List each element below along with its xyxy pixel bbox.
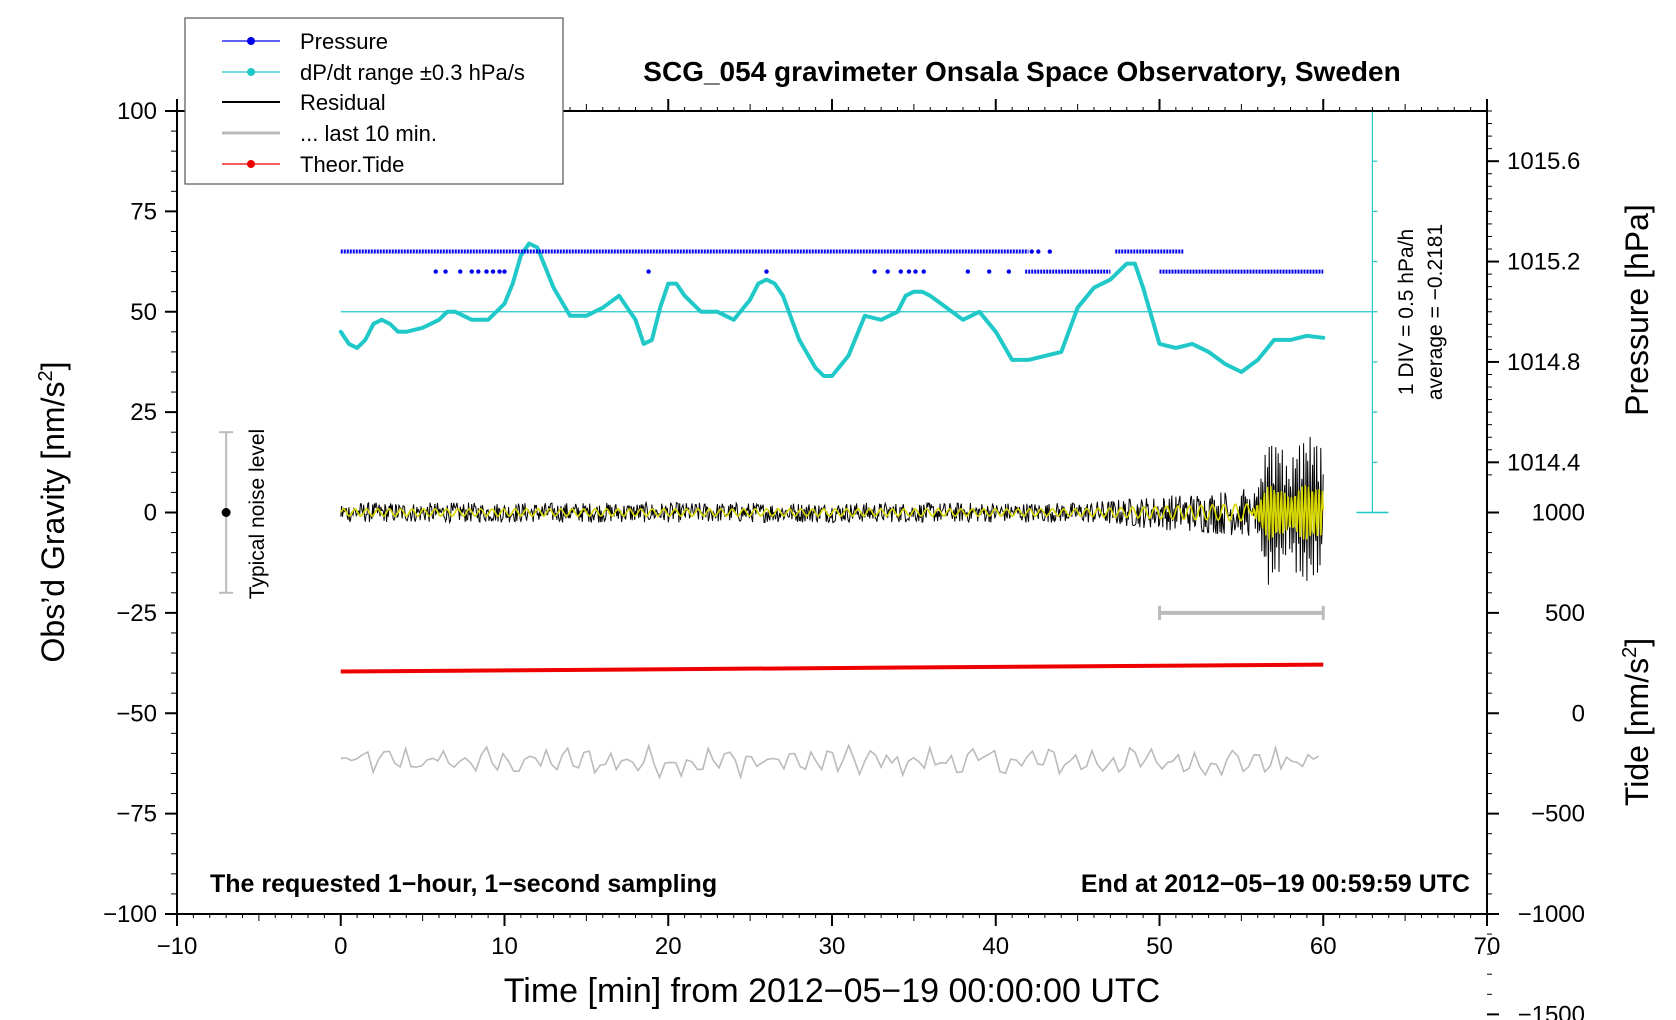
pressure-point	[443, 269, 448, 274]
pressure-point	[1006, 269, 1012, 274]
pressure-point	[490, 269, 496, 274]
pressure-tick-label: 1014.8	[1507, 349, 1580, 376]
legend-entry-tide: Theor.Tide	[222, 152, 404, 177]
y-tick-label: −100	[103, 901, 157, 928]
pressure-axis-label: Pressure [hPa]	[1619, 204, 1655, 416]
x-tick-label: 10	[491, 933, 518, 960]
x-tick-label: 50	[1146, 933, 1173, 960]
pressure-scale-label-top: 1 DIV = 0.5 hPa/h	[1395, 229, 1418, 395]
y-tick-label: −75	[116, 801, 157, 828]
y-axis-label-end: ]	[35, 362, 71, 371]
legend-entry-last-10-min: ... last 10 min.	[222, 121, 437, 146]
pressure-tick-label: 1015.2	[1507, 249, 1580, 276]
pressure-point	[1047, 249, 1052, 254]
y-tick-label: 50	[130, 299, 157, 326]
y-axis-label-sup: 2	[35, 370, 57, 381]
x-tick-label: 30	[819, 933, 846, 960]
noise-trace-line	[340, 742, 1320, 781]
tide-axis-label-main: Tide [nm/s	[1619, 658, 1655, 806]
tide-tick-label: 1000	[1532, 500, 1585, 527]
plot-area	[219, 110, 1389, 781]
legend-entry-residual: Residual	[222, 90, 386, 115]
pressure-tick-label: 1014.4	[1507, 449, 1580, 476]
legend-entry-pressure: Pressure	[222, 29, 388, 54]
pressure-tick-label: 1015.6	[1507, 148, 1580, 175]
y-tick-label: 75	[130, 198, 157, 225]
x-tick-label: 60	[1310, 933, 1337, 960]
pressure-point	[885, 269, 890, 274]
tide-series-line	[340, 662, 1324, 674]
chart-title: SCG_054 gravimeter Onsala Space Observat…	[643, 56, 1400, 87]
pressure-point	[764, 269, 769, 274]
x-tick-label: −10	[157, 933, 198, 960]
pressure-point	[433, 269, 438, 274]
legend-dpdt-marker	[247, 68, 255, 76]
pressure-point	[484, 269, 489, 274]
dpdt-series-line	[338, 241, 1326, 378]
y-axis-label: Obs’d Gravity [nm/s2]	[35, 362, 71, 663]
y-axis-label-main: Obs’d Gravity [nm/s	[35, 382, 71, 663]
y-tick-label: 0	[144, 500, 157, 527]
legend-last-10-min-label: ... last 10 min.	[300, 121, 437, 146]
x-tick-label: 0	[334, 933, 347, 960]
legend-residual-label: Residual	[300, 90, 386, 115]
x-tick-label: 40	[982, 933, 1009, 960]
y-tick-label: 25	[130, 399, 157, 426]
pressure-point	[497, 269, 502, 274]
pressure-point	[469, 269, 474, 274]
pressure-point	[458, 269, 463, 274]
legend-tide-label: Theor.Tide	[300, 152, 404, 177]
residual-smoothed-line	[340, 485, 1324, 541]
pressure-point	[1036, 249, 1041, 254]
pressure-point	[921, 269, 926, 274]
residual-series-line	[340, 436, 1324, 585]
pressure-scale-label-bottom: average = −0.2181	[1424, 224, 1447, 400]
legend-dpdt-label: dP/dt range ±0.3 hPa/s	[300, 60, 525, 85]
tide-axis-label-sup: 2	[1619, 647, 1641, 658]
x-tick-label: 70	[1474, 933, 1501, 960]
tide-tick-label: 500	[1545, 600, 1585, 627]
legend-entry-dpdt: dP/dt range ±0.3 hPa/s	[222, 60, 525, 85]
y-tick-label: 100	[117, 98, 157, 125]
legend: Pressure dP/dt range ±0.3 hPa/s Residual…	[184, 17, 564, 185]
tide-axis-label: Tide [nm/s2]	[1619, 638, 1655, 806]
pressure-point	[906, 269, 912, 274]
tide-tick-label: −1500	[1518, 1001, 1585, 1020]
pressure-point	[476, 269, 481, 274]
x-axis-label: Time [min] from 2012−05−19 00:00:00 UTC	[504, 972, 1160, 1010]
tide-tick-label: −500	[1531, 801, 1585, 828]
pressure-point	[646, 269, 651, 274]
footer-right-note: End at 2012−05−19 00:59:59 UTC	[1081, 870, 1470, 898]
pressure-point	[913, 269, 918, 274]
x-tick-label: 20	[655, 933, 682, 960]
footer-left-note: The requested 1−hour, 1−second sampling	[210, 870, 717, 898]
pressure-point	[1029, 249, 1034, 254]
tide-tick-label: −1000	[1518, 901, 1585, 928]
pressure-point	[872, 269, 877, 274]
pressure-point	[965, 269, 971, 274]
tide-tick-label: 0	[1572, 700, 1585, 727]
legend-pressure-marker	[247, 37, 255, 45]
typical-noise-label: Typical noise level	[246, 429, 269, 599]
y-tick-label: −50	[116, 700, 157, 727]
legend-pressure-label: Pressure	[300, 29, 388, 54]
axes: −10 0 10 20 30 40 50 60 70−100−75−50−25025507510…	[103, 98, 1585, 1020]
y-tick-label: −25	[116, 600, 157, 627]
pressure-point	[987, 269, 992, 274]
typical-noise-center	[221, 508, 231, 517]
pressure-point	[502, 269, 507, 274]
pressure-point	[898, 269, 903, 274]
tide-axis-label-end: ]	[1619, 638, 1655, 647]
legend-tide-marker	[247, 160, 255, 168]
